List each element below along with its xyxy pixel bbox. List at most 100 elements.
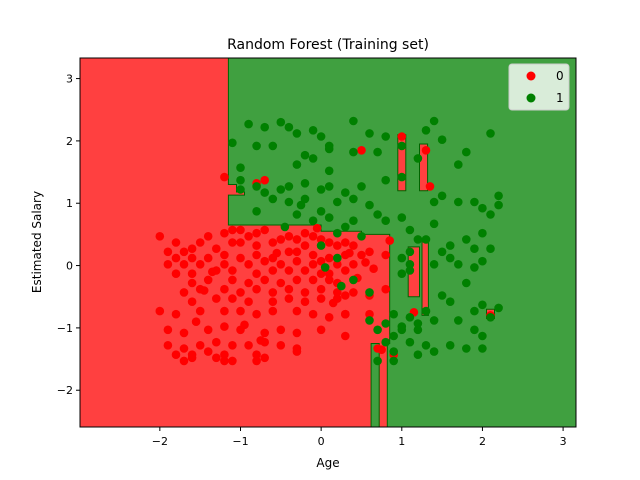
data-point-class-1 xyxy=(437,135,447,144)
data-point-class-1 xyxy=(397,141,407,151)
data-point-class-0 xyxy=(236,306,245,316)
data-point-class-0 xyxy=(187,353,197,363)
data-point-class-1 xyxy=(445,297,455,307)
data-point-class-0 xyxy=(421,146,431,155)
data-point-class-0 xyxy=(268,297,278,307)
data-point-class-0 xyxy=(260,225,270,235)
data-point-class-1 xyxy=(397,269,407,279)
data-point-class-0 xyxy=(212,337,221,347)
data-point-class-1 xyxy=(268,194,278,204)
data-point-class-1 xyxy=(308,216,318,225)
data-point-class-0 xyxy=(292,306,302,316)
data-point-class-0 xyxy=(179,247,189,257)
data-point-class-1 xyxy=(300,179,310,188)
data-point-class-1 xyxy=(316,241,326,250)
data-point-class-0 xyxy=(220,284,229,294)
data-point-class-1 xyxy=(316,207,326,216)
data-point-class-1 xyxy=(470,325,479,335)
data-point-class-0 xyxy=(179,288,189,297)
data-point-class-0 xyxy=(252,350,261,360)
data-point-class-0 xyxy=(220,306,229,316)
data-point-class-1 xyxy=(454,260,463,269)
data-point-class-0 xyxy=(244,278,253,288)
data-point-class-0 xyxy=(316,235,326,244)
region-class-1-strip xyxy=(370,343,380,428)
data-point-class-1 xyxy=(405,225,415,235)
data-point-class-0 xyxy=(187,269,197,279)
data-point-class-1 xyxy=(308,126,318,135)
data-point-class-0 xyxy=(276,341,286,350)
data-point-class-1 xyxy=(333,197,342,207)
data-point-class-1 xyxy=(478,344,487,353)
data-point-class-1 xyxy=(268,141,278,151)
data-point-class-1 xyxy=(470,306,479,316)
data-point-class-0 xyxy=(212,294,221,303)
data-point-class-1 xyxy=(324,213,334,222)
data-point-class-0 xyxy=(171,253,181,263)
x-tick-label: 0 xyxy=(318,435,325,448)
data-point-class-0 xyxy=(284,294,294,303)
data-point-class-0 xyxy=(308,275,318,285)
data-point-class-0 xyxy=(203,253,213,263)
data-point-class-1 xyxy=(244,119,253,129)
x-axis-label: Age xyxy=(316,456,339,470)
data-point-class-1 xyxy=(381,175,391,185)
region-class-0-island-1 xyxy=(419,143,429,192)
data-point-class-0 xyxy=(191,317,201,327)
data-point-class-0 xyxy=(284,266,294,275)
data-point-class-0 xyxy=(163,325,173,335)
data-point-class-0 xyxy=(252,284,261,294)
data-point-class-1 xyxy=(260,122,270,132)
data-point-class-0 xyxy=(341,309,350,319)
data-point-class-1 xyxy=(462,278,471,288)
data-point-class-0 xyxy=(187,244,197,253)
data-point-class-1 xyxy=(333,253,342,263)
data-point-class-0 xyxy=(272,248,282,258)
data-point-class-0 xyxy=(252,269,261,279)
data-point-class-1 xyxy=(445,241,455,250)
data-point-class-1 xyxy=(494,200,503,210)
y-axis-label: Estimated Salary xyxy=(30,191,44,293)
data-point-class-0 xyxy=(316,284,326,294)
data-point-class-1 xyxy=(462,235,471,244)
data-point-class-0 xyxy=(236,225,245,235)
data-point-class-0 xyxy=(316,325,326,335)
data-point-class-1 xyxy=(357,182,366,191)
data-point-class-1 xyxy=(373,147,382,157)
data-point-class-0 xyxy=(300,266,310,275)
x-tick-label: −1 xyxy=(232,435,248,448)
data-point-class-0 xyxy=(276,278,286,288)
data-point-class-0 xyxy=(324,238,334,247)
data-point-class-0 xyxy=(292,275,302,285)
data-point-class-1 xyxy=(284,182,294,191)
data-point-class-1 xyxy=(478,203,487,213)
data-point-class-1 xyxy=(429,347,439,356)
data-point-class-0 xyxy=(195,238,205,247)
data-point-class-1 xyxy=(381,132,391,141)
data-point-class-0 xyxy=(292,235,302,244)
data-point-class-1 xyxy=(373,210,382,219)
data-point-class-0 xyxy=(324,253,334,263)
y-tick-label: 0 xyxy=(66,260,73,273)
data-point-class-0 xyxy=(268,288,278,297)
data-point-class-0 xyxy=(341,266,350,275)
data-point-class-0 xyxy=(268,306,278,316)
data-point-class-0 xyxy=(349,288,358,297)
data-point-class-1 xyxy=(389,331,399,341)
data-point-class-1 xyxy=(381,216,391,225)
data-point-class-1 xyxy=(478,256,487,266)
data-point-class-1 xyxy=(486,129,495,138)
data-point-class-0 xyxy=(328,298,338,308)
data-point-class-0 xyxy=(385,236,395,245)
data-point-class-0 xyxy=(365,309,374,319)
data-point-class-0 xyxy=(220,322,229,331)
data-point-class-1 xyxy=(284,122,294,132)
data-point-class-1 xyxy=(341,222,350,232)
data-point-class-0 xyxy=(357,146,366,155)
data-point-class-1 xyxy=(308,154,318,163)
data-point-class-0 xyxy=(244,260,253,269)
data-point-class-1 xyxy=(349,147,358,157)
legend-box xyxy=(508,63,570,111)
data-point-class-0 xyxy=(308,232,318,241)
